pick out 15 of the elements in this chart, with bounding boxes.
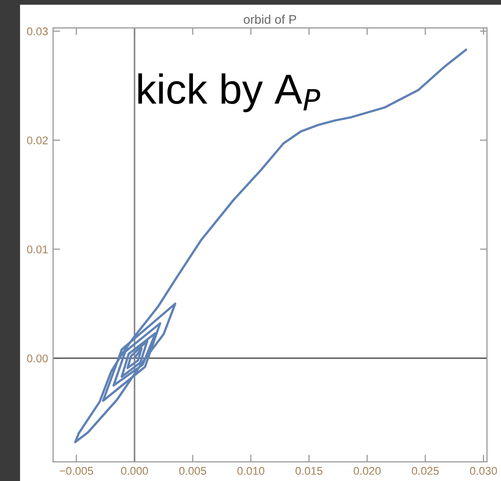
x-tick-label: −0.005 — [60, 466, 94, 475]
x-tick-label: 0.005 — [179, 466, 206, 475]
x-tick-label: 0.010 — [237, 466, 264, 475]
annotation: kick by A$_{P}$ — [138, 73, 320, 112]
chart-title: orbid of P — [244, 14, 296, 24]
y-tick-label: 0.03 — [27, 27, 48, 36]
x-tick-label: 0.030 — [470, 466, 497, 475]
x-tick-label: 0.025 — [412, 466, 439, 475]
y-tick-label: 0.02 — [27, 136, 48, 144]
x-tick-label: 0.015 — [296, 466, 322, 475]
y-tick-label: 0.01 — [27, 245, 48, 254]
y-tick-label: 0.00 — [27, 354, 48, 362]
x-tick-label: 0.000 — [121, 466, 148, 475]
x-tick-label: 0.020 — [354, 466, 381, 475]
line-series — [74, 48, 468, 444]
